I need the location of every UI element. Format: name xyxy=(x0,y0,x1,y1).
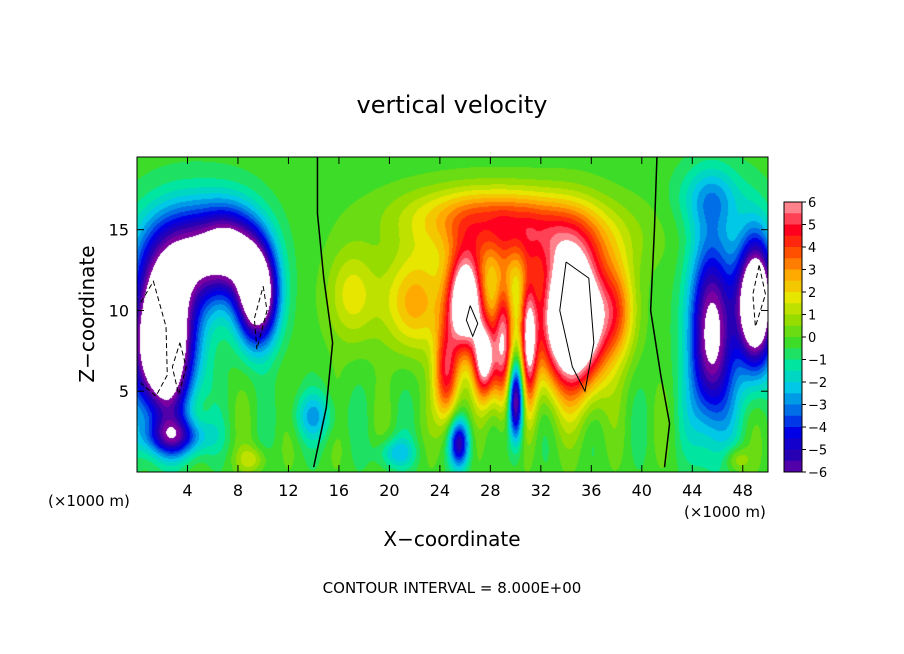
colorbar-swatch xyxy=(784,213,802,225)
colorbar-tick-label: −4 xyxy=(808,421,827,436)
x-unit-right: (×1000 m) xyxy=(684,503,766,521)
colorbar-tick-label: −1 xyxy=(808,354,827,369)
x-tick-label-12: 12 xyxy=(278,481,298,500)
colorbar-tick-label: 3 xyxy=(808,264,816,279)
negative-contour-line-1 xyxy=(140,280,168,397)
zero-contour-line-1 xyxy=(312,157,334,468)
colorbar-swatch xyxy=(784,325,802,338)
colorbar-swatch xyxy=(784,337,802,349)
colorbar-swatch xyxy=(784,404,802,417)
colorbar-swatch xyxy=(784,393,802,405)
colorbar-tick-label: −3 xyxy=(808,399,827,414)
positive-contour-line-2 xyxy=(465,305,479,338)
colorbar-swatch xyxy=(784,359,802,372)
negative-contour-line-3 xyxy=(253,286,268,350)
colorbar-tick-label: −5 xyxy=(808,444,827,459)
plot-frame xyxy=(136,156,769,473)
positive-contour-line-1 xyxy=(559,261,595,393)
x-tick-label-20: 20 xyxy=(379,481,399,500)
x-tick-label-28: 28 xyxy=(480,481,500,500)
colorbar-tick-label: 1 xyxy=(808,309,816,324)
colorbar-swatch xyxy=(784,460,802,473)
colorbar-swatch xyxy=(784,438,802,450)
colorbar-swatch xyxy=(784,427,802,439)
y-axis-label: Z−coordinate xyxy=(75,245,99,382)
colorbar-swatch xyxy=(784,382,802,394)
x-tick-label-16: 16 xyxy=(329,481,349,500)
colorbar: 6 5 4 3 2 1 0 −1 −2 −3 −4 −5 −6 xyxy=(783,196,827,481)
colorbar-swatch xyxy=(784,370,802,383)
colorbar-swatch xyxy=(784,258,802,270)
colorbar-tick-label: 2 xyxy=(808,286,816,301)
colorbar-swatch xyxy=(784,224,802,237)
colorbar-tick-label: −2 xyxy=(808,376,827,391)
contour-lines xyxy=(140,156,766,468)
colorbar-swatch xyxy=(784,415,802,428)
colorbar-tick-label: −6 xyxy=(808,466,827,481)
y-tick-label-10: 10 xyxy=(109,301,129,320)
colorbar-tick-label: 6 xyxy=(808,196,816,211)
y-tick-label-5: 5 xyxy=(119,382,129,401)
colorbar-swatch xyxy=(784,303,802,315)
colorbar-swatch xyxy=(784,292,802,304)
x-tick-label-8: 8 xyxy=(233,481,243,500)
velocity-field xyxy=(137,157,768,472)
x-tick-label-48: 48 xyxy=(733,481,753,500)
colorbar-swatch xyxy=(784,348,802,360)
x-tick-label-32: 32 xyxy=(531,481,551,500)
x-tick-label-44: 44 xyxy=(682,481,702,500)
colorbar-swatch xyxy=(784,202,802,214)
colorbar-tick-label: 0 xyxy=(808,331,816,346)
y-axis-ticks: 5 10 15 xyxy=(109,221,768,401)
negative-contour-line-2 xyxy=(171,342,187,395)
x-tick-label-40: 40 xyxy=(632,481,652,500)
zero-contour-line-2 xyxy=(649,156,671,468)
colorbar-tick-label: 5 xyxy=(808,219,816,234)
x-tick-label-24: 24 xyxy=(430,481,450,500)
colorbar-swatch xyxy=(784,269,802,282)
colorbar-tick-label: 4 xyxy=(808,241,816,256)
negative-contour-line-4 xyxy=(752,265,766,327)
colorbar-swatch xyxy=(784,247,802,259)
x-tick-label-36: 36 xyxy=(581,481,601,500)
contour-interval-note: CONTOUR INTERVAL = 8.000E+00 xyxy=(323,579,582,597)
colorbar-swatch xyxy=(784,449,802,462)
y-tick-label-15: 15 xyxy=(109,221,129,240)
colorbar-swatch xyxy=(784,280,802,293)
x-axis-ticks: 4 8 12 16 20 24 28 32 36 40 44 48 xyxy=(182,157,753,500)
chart-title: vertical velocity xyxy=(357,91,548,119)
colorbar-swatch xyxy=(784,235,802,248)
x-tick-label-4: 4 xyxy=(182,481,192,500)
plot-area xyxy=(136,156,769,473)
x-axis-label: X−coordinate xyxy=(383,527,520,551)
x-unit-left: (×1000 m) xyxy=(48,492,130,510)
colorbar-swatch xyxy=(784,314,802,327)
